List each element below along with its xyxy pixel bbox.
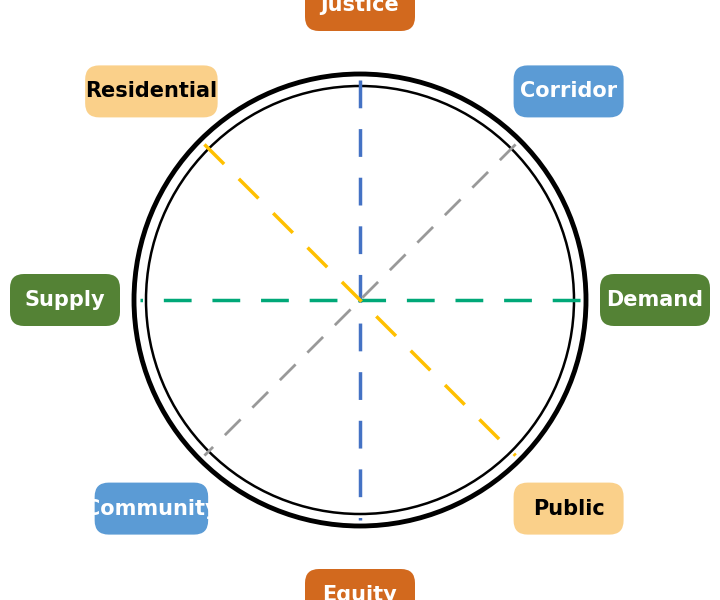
- Text: Residential: Residential: [86, 82, 217, 101]
- FancyBboxPatch shape: [513, 65, 624, 118]
- FancyBboxPatch shape: [94, 482, 208, 535]
- FancyBboxPatch shape: [10, 274, 120, 326]
- Text: Equity: Equity: [323, 585, 397, 600]
- FancyBboxPatch shape: [305, 569, 415, 600]
- FancyBboxPatch shape: [305, 0, 415, 31]
- Text: Supply: Supply: [24, 290, 105, 310]
- Text: Community: Community: [84, 499, 218, 518]
- Text: Demand: Demand: [606, 290, 703, 310]
- Text: Justice: Justice: [320, 0, 400, 15]
- Text: Public: Public: [533, 499, 605, 518]
- Text: Corridor: Corridor: [520, 82, 617, 101]
- FancyBboxPatch shape: [600, 274, 710, 326]
- FancyBboxPatch shape: [513, 482, 624, 535]
- FancyBboxPatch shape: [85, 65, 217, 118]
